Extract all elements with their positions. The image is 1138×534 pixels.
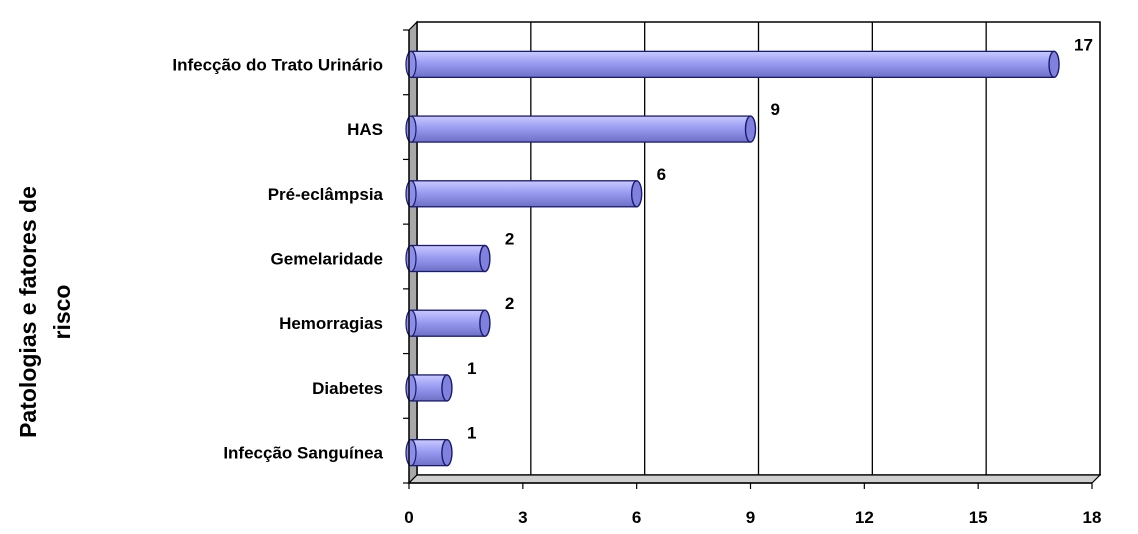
data-label: 2 bbox=[505, 230, 514, 249]
bar-body bbox=[410, 244, 486, 273]
y-axis-title-line: Patologias e fatores de bbox=[15, 186, 41, 438]
plot-frame bbox=[407, 20, 1102, 485]
x-tick-label: 0 bbox=[404, 508, 413, 527]
bar-end-cap bbox=[630, 180, 643, 208]
bar-base-cap bbox=[405, 374, 417, 402]
data-label: 2 bbox=[505, 294, 514, 313]
bar-body bbox=[410, 50, 1055, 79]
bar-2: 6 bbox=[405, 165, 666, 208]
bar-0: 17 bbox=[405, 35, 1093, 79]
y-axis-ticks: Infecção do Trato Urinário HAS Pré-eclâmps… bbox=[172, 29, 410, 484]
x-tick-label: 3 bbox=[518, 508, 527, 527]
bar-base-cap bbox=[405, 180, 417, 208]
category-label: HAS bbox=[347, 120, 383, 139]
category-label: Infecção do Trato Urinário bbox=[172, 55, 383, 74]
bar-end-cap bbox=[479, 244, 491, 273]
bar-base-cap bbox=[405, 115, 417, 143]
x-tick-label: 6 bbox=[632, 508, 641, 527]
x-tick-label: 9 bbox=[746, 508, 755, 527]
data-label: 9 bbox=[771, 100, 780, 119]
data-label: 6 bbox=[657, 165, 666, 184]
bar-body bbox=[410, 438, 448, 467]
bar-end-cap bbox=[441, 438, 453, 467]
category-label: Pré-eclâmpsia bbox=[268, 185, 384, 204]
category-label: Diabetes bbox=[312, 379, 383, 398]
y-axis-title: Patologias e fatores de risco bbox=[15, 186, 75, 438]
x-axis-ticks: 0 3 6 9 12 15 18 bbox=[404, 482, 1102, 527]
bar-base-cap bbox=[405, 439, 417, 467]
bar-1: 9 bbox=[405, 100, 780, 143]
floor bbox=[407, 474, 1102, 484]
bar-body bbox=[410, 309, 486, 337]
bar-end-cap bbox=[479, 309, 491, 337]
data-label: 1 bbox=[467, 359, 476, 378]
category-label: Hemorragias bbox=[279, 314, 383, 333]
data-label: 17 bbox=[1074, 35, 1093, 54]
x-tick-label: 12 bbox=[855, 508, 874, 527]
bar-end-cap bbox=[441, 374, 453, 402]
bar-base-cap bbox=[405, 244, 417, 273]
bar-body bbox=[410, 115, 752, 143]
bar-body bbox=[410, 180, 638, 208]
bars: 17 9 6 2 2 1 1 bbox=[405, 35, 1093, 467]
x-tick-label: 15 bbox=[969, 508, 988, 527]
category-label: Gemelaridade bbox=[271, 250, 383, 269]
bar-end-cap bbox=[1048, 50, 1060, 79]
bar-base-cap bbox=[405, 50, 417, 78]
category-label: Infecção Sanguínea bbox=[223, 444, 383, 463]
bar-base-cap bbox=[405, 309, 417, 337]
data-label: 1 bbox=[467, 424, 476, 443]
bar-end-cap bbox=[744, 115, 757, 143]
y-axis-title-line: risco bbox=[49, 285, 75, 340]
x-tick-label: 18 bbox=[1083, 508, 1102, 527]
